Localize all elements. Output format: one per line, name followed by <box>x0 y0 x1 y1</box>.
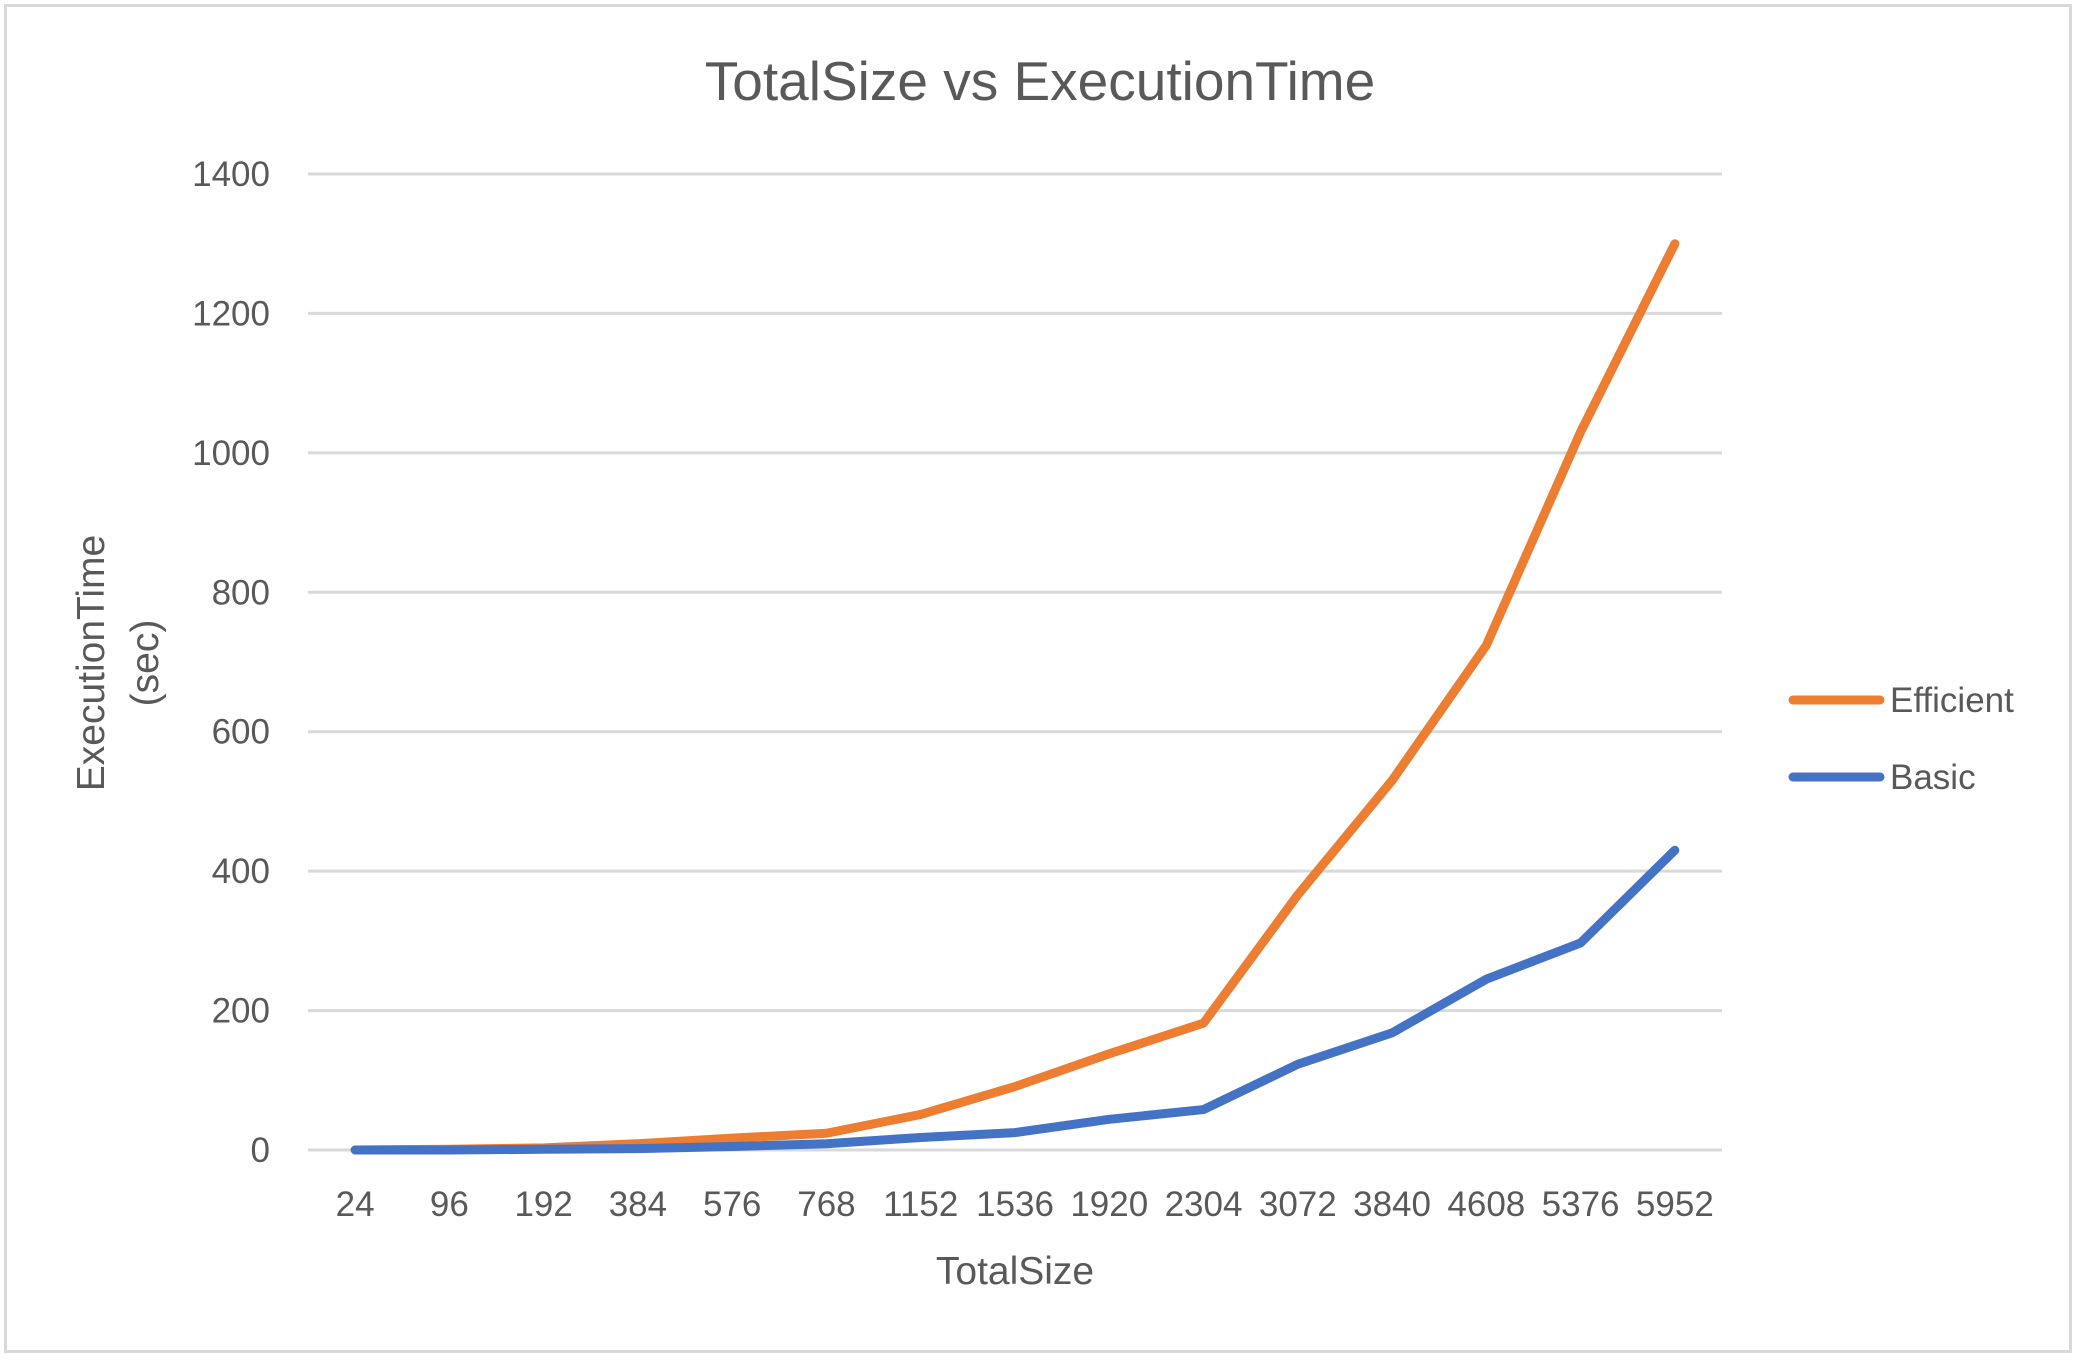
series-lines <box>350 239 1680 1155</box>
y-axis-label-line-2: (sec) <box>124 620 167 707</box>
x-tick-label: 768 <box>797 1185 855 1224</box>
x-tick-label: 96 <box>430 1185 469 1224</box>
x-axis-label: TotalSize <box>936 1250 1094 1293</box>
series-line-basic <box>350 845 1680 1155</box>
legend-label-efficient: Efficient <box>1890 681 2014 720</box>
series-line-efficient <box>350 239 1680 1155</box>
y-tick-label: 1400 <box>192 155 270 194</box>
gridlines <box>308 172 1722 1152</box>
x-tick-label: 3840 <box>1353 1185 1431 1224</box>
x-tick-label: 576 <box>703 1185 761 1224</box>
x-tick-label: 192 <box>514 1185 572 1224</box>
x-tick-label: 24 <box>336 1185 375 1224</box>
y-tick-label: 1200 <box>192 294 270 333</box>
x-axis-ticks: 24 96 192 384 576 768 1152 1536 1920 2304 3072 3840… <box>336 1185 1714 1224</box>
chart-title: TotalSize vs ExecutionTime <box>705 50 1375 112</box>
y-axis-ticks: 0 200 400 600 800 1000 1200 1400 <box>192 155 270 1170</box>
y-tick-label: 0 <box>251 1131 270 1170</box>
x-tick-label: 2304 <box>1165 1185 1243 1224</box>
x-tick-label: 3072 <box>1259 1185 1337 1224</box>
x-tick-label: 5376 <box>1542 1185 1620 1224</box>
legend-label-basic: Basic <box>1890 758 1976 797</box>
y-tick-label: 400 <box>212 852 270 891</box>
x-tick-label: 384 <box>609 1185 667 1224</box>
legend: Efficient Basic <box>1788 681 2014 797</box>
x-tick-label: 4608 <box>1447 1185 1525 1224</box>
y-tick-label: 1000 <box>192 434 270 473</box>
y-axis-label-line-1: ExecutionTime <box>70 535 113 792</box>
y-axis-label: ExecutionTime (sec) <box>70 535 167 792</box>
x-tick-label: 1152 <box>883 1185 958 1224</box>
x-tick-label: 1920 <box>1070 1185 1148 1224</box>
x-tick-label: 5952 <box>1636 1185 1714 1224</box>
y-tick-label: 600 <box>212 713 270 752</box>
y-tick-label: 800 <box>212 573 270 612</box>
y-tick-label: 200 <box>212 992 270 1031</box>
x-tick-label: 1536 <box>976 1185 1054 1224</box>
